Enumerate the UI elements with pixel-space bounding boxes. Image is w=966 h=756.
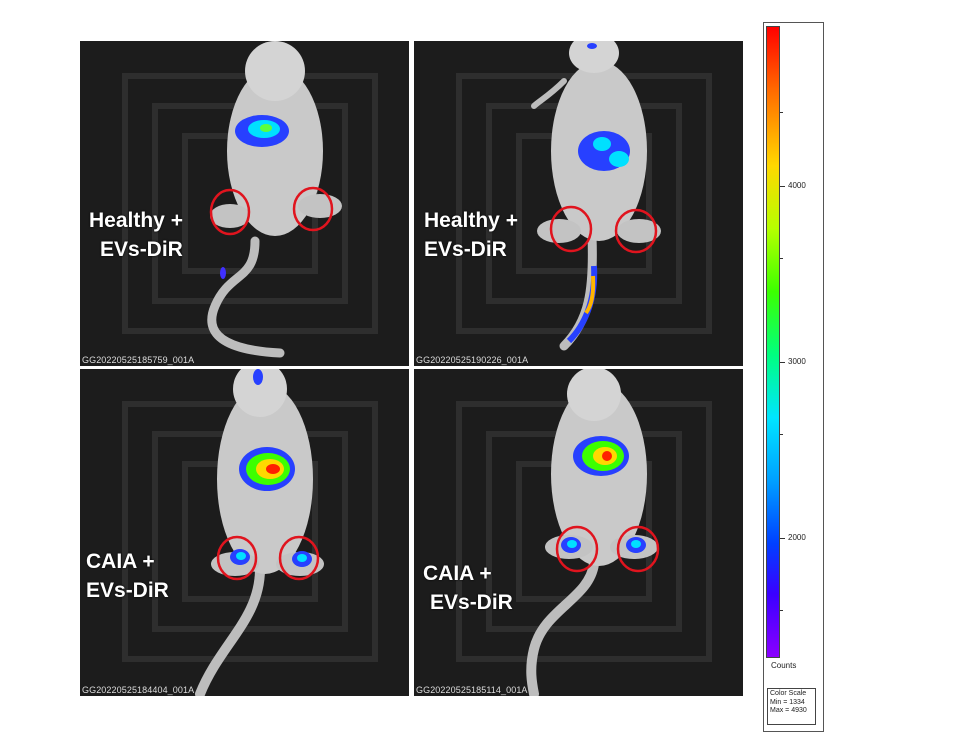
mouse-image (456, 369, 712, 696)
scale-minor-tick (780, 610, 783, 611)
color-scale-max: Max = 4930 (770, 707, 807, 714)
mouse-image (122, 41, 378, 358)
group-label-line2: EVs-DiR (86, 579, 169, 602)
mouse-image (122, 369, 378, 696)
scale-minor-tick (780, 258, 783, 259)
scale-tick-label: 4000 (788, 181, 806, 190)
scale-tick-label: 3000 (788, 357, 806, 366)
scale-tick (780, 186, 785, 187)
mouse-image (456, 41, 712, 351)
group-label-line1: CAIA + (86, 550, 155, 573)
image-panel-healthy-2: Healthy + EVs-DiR GG20220525190226_001A (414, 41, 743, 366)
image-panel-caia-1: CAIA + EVs-DiR GG20220525184404_001A (80, 369, 409, 696)
scale-units-label: Counts (771, 661, 797, 670)
group-label-line1: CAIA + (423, 562, 492, 585)
image-id-caption: GG20220525184404_001A (82, 685, 195, 695)
group-label: Healthy + EVs-DiR (424, 206, 518, 264)
color-scale-title: Color Scale (770, 690, 807, 697)
group-label-line2: EVs-DiR (424, 238, 507, 261)
scale-tick (780, 362, 785, 363)
image-id-caption: GG20220525185759_001A (82, 355, 195, 365)
color-scale-legend: Color Scale Min = 1334 Max = 4930 (767, 688, 816, 725)
image-panel-caia-2: CAIA + EVs-DiR GG20220525185114_001A (414, 369, 743, 696)
group-label: Healthy + EVs-DiR (89, 206, 183, 264)
scale-tick-label: 2000 (788, 533, 806, 542)
scale-minor-tick (780, 434, 783, 435)
group-label: CAIA + EVs-DiR (86, 547, 169, 605)
group-label-line2: EVs-DiR (430, 591, 513, 614)
group-label-line1: Healthy + (89, 209, 183, 232)
group-label: CAIA + EVs-DiR (423, 559, 513, 617)
color-scale-min: Min = 1334 (770, 698, 805, 706)
image-panel-healthy-1: Healthy + EVs-DiR GG20220525185759_001A (80, 41, 409, 366)
color-scale-bar (766, 26, 780, 658)
image-id-caption: GG20220525185114_001A (416, 685, 528, 695)
group-label-line1: Healthy + (424, 209, 518, 232)
image-id-caption: GG20220525190226_001A (416, 355, 529, 365)
group-label-line2: EVs-DiR (100, 238, 183, 261)
scale-tick (780, 538, 785, 539)
scale-minor-tick (780, 112, 783, 113)
